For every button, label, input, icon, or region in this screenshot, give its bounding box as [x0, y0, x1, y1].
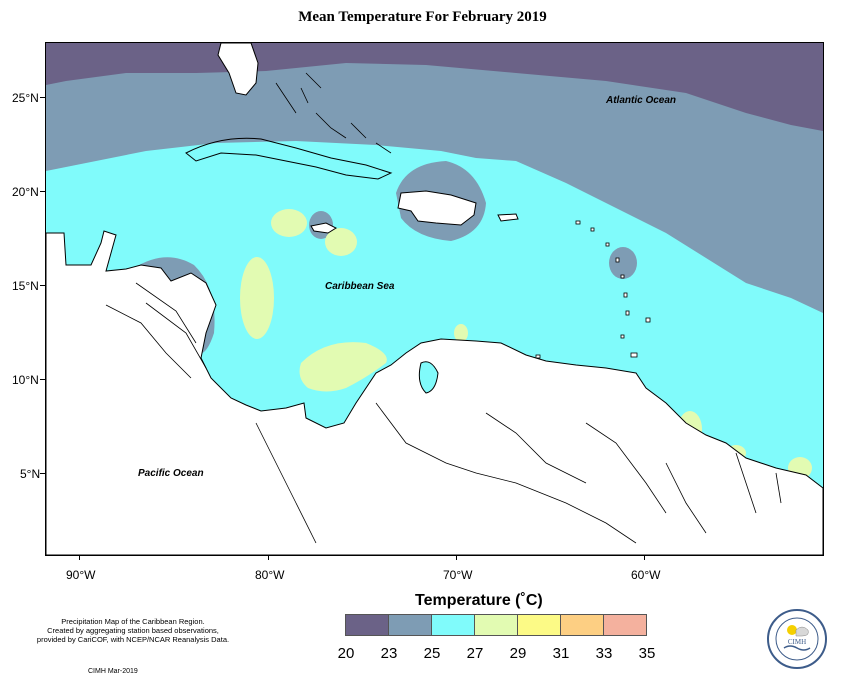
lat-tick	[40, 379, 45, 380]
legend-swatch-4	[518, 615, 561, 635]
legend-tick-label: 35	[638, 645, 656, 662]
legend-colorbar	[345, 614, 647, 636]
atlantic-ocean-label: Atlantic Ocean	[606, 95, 677, 106]
map-panel	[45, 42, 824, 556]
legend-swatch-3	[475, 615, 518, 635]
temperature-map	[46, 43, 823, 555]
caribbean-sea-label: Caribbean Sea	[325, 281, 395, 292]
legend-swatch-2	[432, 615, 475, 635]
lon-label-70w: 70°W	[443, 568, 473, 582]
note-line-2: Created by aggregating station based obs…	[47, 626, 219, 635]
lon-tick	[456, 555, 457, 560]
legend-tick-label: 25	[423, 645, 441, 662]
lat-label-20n: 20°N	[12, 185, 39, 199]
legend-swatch-0	[346, 615, 389, 635]
band-27-29-patch-1	[271, 209, 307, 237]
lat-tick	[40, 97, 45, 98]
pacific-ocean-label: Pacific Ocean	[138, 468, 204, 479]
note-line-1: Precipitation Map of the Caribbean Regio…	[61, 617, 205, 626]
lake-maracaibo	[418, 361, 439, 394]
legend-swatch-6	[604, 615, 646, 635]
legend-swatch-5	[561, 615, 604, 635]
band-27-29-patch-3	[240, 257, 274, 339]
lat-label-15n: 15°N	[12, 279, 39, 293]
legend-tick-label: 23	[380, 645, 398, 662]
legend-title: Temperature (˚C)	[415, 592, 543, 609]
lon-tick	[644, 555, 645, 560]
band-27-29-patch-4	[299, 342, 387, 392]
land-cuba	[185, 137, 393, 180]
map-note: Precipitation Map of the Caribbean Regio…	[18, 617, 248, 644]
land-jamaica	[310, 222, 338, 234]
cimh-logo-icon: CIMH	[766, 608, 828, 670]
legend-tick-label: 29	[509, 645, 527, 662]
legend-swatch-1	[389, 615, 432, 635]
lon-label-90w: 90°W	[66, 568, 96, 582]
lat-tick	[40, 473, 45, 474]
land-hispaniola	[397, 190, 477, 226]
land-masses	[46, 43, 823, 555]
band-23-25-north	[46, 43, 823, 313]
lon-label-60w: 60°W	[631, 568, 661, 582]
legend-tick-label: 31	[552, 645, 570, 662]
band-23-25-antilles	[609, 247, 637, 279]
bahamas	[275, 72, 392, 154]
borders	[105, 282, 782, 544]
lat-label-5n: 5°N	[20, 467, 41, 481]
lesser-antilles	[535, 220, 651, 359]
legend-tick-label: 33	[595, 645, 613, 662]
legend-tick-label: 27	[466, 645, 484, 662]
lon-tick	[79, 555, 80, 560]
land-puerto-rico	[497, 213, 519, 222]
lat-tick	[40, 285, 45, 286]
map-title: Mean Temperature For February 2019	[298, 9, 547, 25]
legend-tick-label: 20	[337, 645, 355, 662]
lat-tick	[40, 191, 45, 192]
lon-label-80w: 80°W	[255, 568, 285, 582]
lat-label-10n: 10°N	[12, 373, 39, 387]
land-florida	[217, 43, 259, 96]
lat-label-25n: 25°N	[12, 91, 39, 105]
note-line-3: provided by CariCOF, with NCEP/NCAR Rean…	[36, 635, 230, 644]
logo-text: CIMH	[788, 638, 806, 646]
lon-tick	[268, 555, 269, 560]
band-27-29-patch-2	[325, 228, 357, 256]
land-central-america	[46, 230, 823, 555]
map-credit: CIMH Mar-2019	[88, 668, 138, 675]
band-27-29-patch-5	[454, 324, 468, 342]
